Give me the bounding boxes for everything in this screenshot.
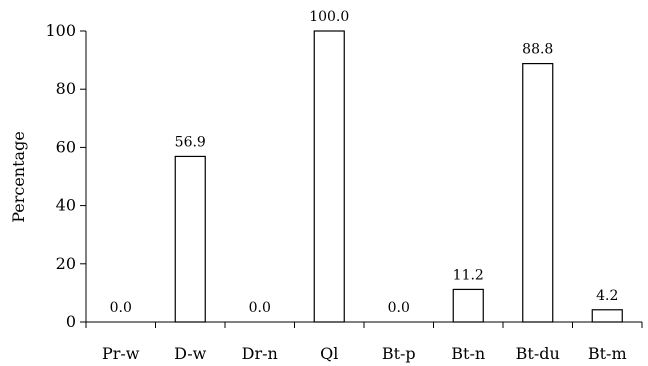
x-tick-label: Bt-du: [516, 344, 560, 363]
bars-group: [174, 30, 623, 323]
y-tick-label: 100: [45, 21, 76, 40]
x-tick-label: Ql: [320, 344, 338, 363]
y-tick-label: 20: [56, 254, 76, 273]
data-label: 11.2: [453, 267, 484, 283]
data-label: 4.2: [596, 288, 618, 304]
y-tick-label: 0: [66, 312, 76, 331]
y-tick-label: 60: [56, 137, 76, 156]
data-label: 0.0: [249, 300, 271, 316]
data-label: 56.9: [175, 134, 206, 150]
y-axis-title: Percentage: [9, 131, 28, 223]
data-labels-group: 0.0 56.9 0.0 100.0 0.0 11.2 88.8 4.2: [110, 9, 619, 316]
x-tick-label: Bt-p: [382, 344, 416, 363]
x-tick-label: Dr-n: [242, 344, 278, 363]
bar-ql: [313, 30, 345, 323]
y-axis: 0 20 40 60 80 100: [45, 21, 87, 331]
bar-d-w: [174, 155, 206, 323]
x-tick-label: Bt-m: [588, 344, 627, 363]
data-label: 0.0: [388, 300, 410, 316]
x-tick-label: Bt-n: [451, 344, 485, 363]
y-tick-label: 40: [56, 196, 76, 215]
bar-bt-n: [452, 288, 484, 323]
data-label: 88.8: [522, 42, 553, 58]
data-label: 100.0: [309, 9, 349, 25]
x-axis: Pr-w D-w Dr-n Ql Bt-p Bt-n Bt-du Bt-m: [85, 321, 643, 363]
data-label: 0.0: [110, 300, 132, 316]
x-tick-label: Pr-w: [102, 344, 140, 363]
bar-bt-m: [591, 309, 623, 323]
x-tick-label: D-w: [174, 344, 207, 363]
bar-bt-du: [522, 62, 554, 323]
y-tick-label: 80: [56, 79, 76, 98]
